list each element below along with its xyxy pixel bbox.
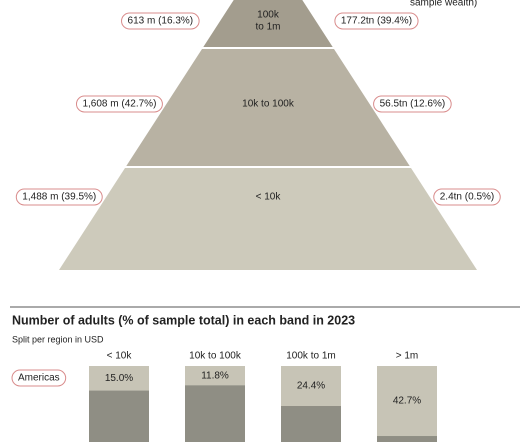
adults-label-text: 1,488 m (39.5%) (22, 192, 96, 203)
tier-label: < 10k (256, 192, 282, 203)
adults-label: 1,608 m (42.7%) (75, 95, 163, 113)
pyramid-tier (59, 168, 477, 270)
value-label: 11.8% (201, 370, 229, 381)
wealth-label-text: 2.4tn (0.5%) (440, 192, 494, 203)
wealth-label: 2.4tn (0.5%) (433, 188, 501, 206)
adults-label-box (75, 95, 163, 113)
header-fragment: sample wealth) (410, 0, 477, 9)
column-header: 10k to 100k (189, 351, 242, 362)
tier-label: to 1m (255, 22, 280, 33)
adults-label: 613 m (16.3%) (121, 12, 200, 30)
adults-label-text: 613 m (16.3%) (128, 16, 194, 27)
wealth-label: 177.2tn (39.4%) (334, 12, 419, 30)
region-label-text: Americas (18, 373, 60, 384)
value-label: 42.7% (393, 396, 421, 407)
bar-segment (185, 366, 245, 386)
wealth-label-box (433, 188, 501, 206)
value-label: 15.0% (105, 373, 133, 384)
bands-chart: < 10k 15.0% 10k to 100k 11.8% 100k to 1m 24.4… (11, 351, 437, 442)
column-header: < 10k (107, 351, 133, 362)
adults-label-text: 1,608 m (42.7%) (82, 99, 156, 110)
value-label: 24.4% (297, 381, 325, 392)
wealth-label-text: 56.5tn (12.6%) (380, 99, 446, 110)
chart-title: Number of adults (% of sample total) in … (12, 313, 355, 327)
region-label-box (11, 369, 67, 387)
wealth-label: 56.5tn (12.6%) (373, 95, 452, 113)
bar-segment (377, 366, 437, 437)
adults-label-box (121, 12, 200, 30)
wealth-label-box (334, 12, 419, 30)
tier-label: 100k (257, 10, 280, 21)
region-label: Americas (11, 369, 67, 387)
bar-segment (89, 366, 149, 391)
wealth-label-box (373, 95, 452, 113)
pyramid-tier (126, 49, 410, 166)
wealth-label-text: 177.2tn (39.4%) (341, 16, 412, 27)
adults-label: 1,488 m (39.5%) (15, 188, 103, 206)
chart-subtitle: Split per region in USD (12, 334, 104, 344)
column-header: 100k to 1m (286, 351, 335, 362)
bar-segment (281, 366, 341, 407)
column-header: > 1m (396, 351, 419, 362)
pyramid-tier (203, 0, 333, 47)
tier-label: 10k to 100k (242, 99, 295, 110)
adults-label-box (15, 188, 103, 206)
